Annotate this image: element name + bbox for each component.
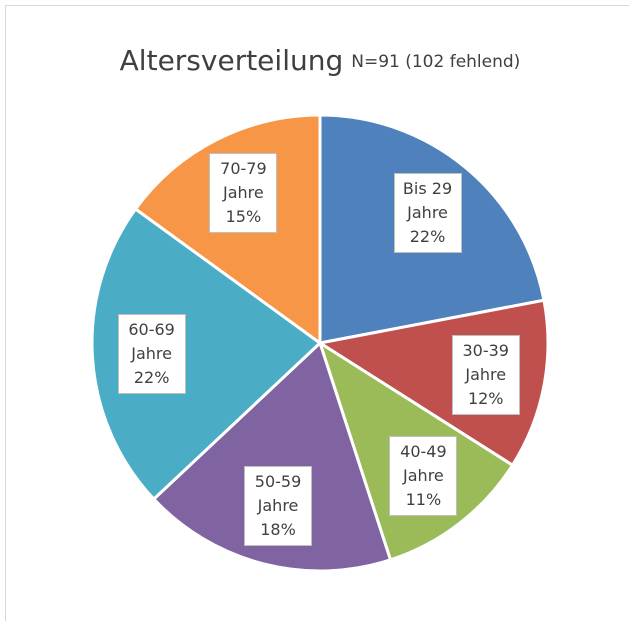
chart-title-group: Altersverteilung N=91 (102 fehlend)	[120, 44, 521, 77]
chart-title: Altersverteilung	[120, 44, 344, 77]
chart-subtitle: N=91 (102 fehlend)	[351, 52, 520, 72]
data-label: 40-49 Jahre 11%	[389, 436, 458, 517]
data-label-value: 22%	[133, 367, 170, 387]
data-label: 60-69 Jahre 22%	[117, 313, 186, 394]
data-label-category: Bis 29 Jahre	[402, 178, 453, 222]
data-label-category: 30-39 Jahre	[462, 340, 509, 384]
data-label-value: 11%	[405, 490, 442, 510]
data-label-category: 40-49 Jahre	[400, 442, 447, 486]
data-label: 70-79 Jahre 15%	[209, 152, 278, 233]
data-label: 50-59 Jahre 18%	[244, 466, 313, 547]
data-label: 30-39 Jahre 12%	[451, 334, 520, 415]
data-label-value: 12%	[467, 388, 504, 408]
data-label-value: 22%	[409, 226, 446, 246]
data-label-category: 70-79 Jahre	[220, 158, 267, 202]
data-label-value: 15%	[225, 206, 262, 226]
data-label-category: 60-69 Jahre	[128, 319, 175, 363]
pie-slice	[151, 340, 393, 573]
pie-slice	[90, 206, 323, 502]
data-label: Bis 29 Jahre 22%	[393, 172, 462, 253]
data-label-value: 18%	[260, 520, 296, 540]
data-label-category: 50-59 Jahre	[254, 472, 302, 516]
